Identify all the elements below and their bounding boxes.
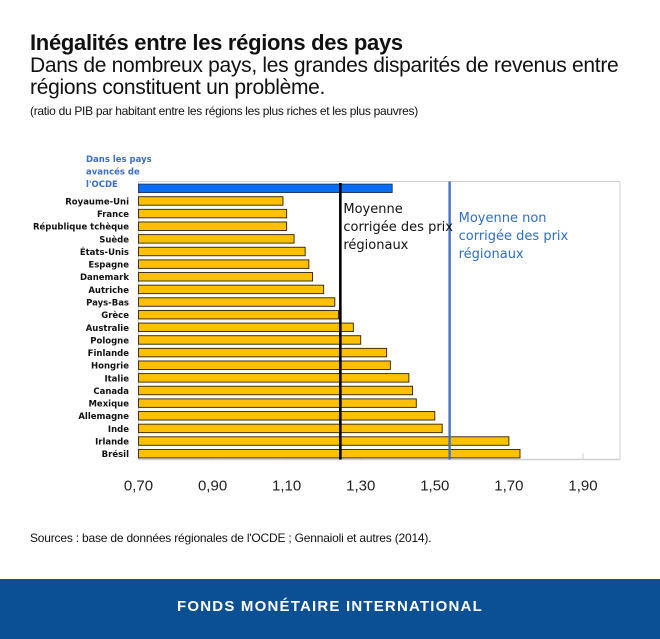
x-tick-label: 1,10	[272, 478, 301, 495]
category-label: Italie	[104, 374, 129, 384]
category-label: Autriche	[88, 286, 129, 296]
category-label: République tchèque	[33, 222, 129, 233]
oecd-label-line: l'OCDE	[86, 180, 118, 190]
chart-title: Inégalités entre les régions des pays	[30, 30, 403, 55]
source-note: Sources : base de données régionales de …	[30, 531, 432, 545]
category-label: Danemark	[80, 273, 129, 283]
category-label: Pologne	[90, 336, 129, 346]
bar-15	[138, 385, 414, 396]
bar-7	[138, 284, 325, 295]
x-tick-label: 1,30	[346, 478, 375, 495]
bar-11	[138, 335, 362, 345]
category-label: Canada	[93, 387, 129, 397]
category-label: Espagne	[88, 261, 129, 271]
bar-17	[138, 411, 436, 421]
category-label: Australie	[86, 324, 130, 334]
bar-10	[138, 322, 354, 333]
chart-note: (ratio du PIB par habitant entre les rég…	[30, 104, 418, 118]
bar-20	[138, 448, 521, 459]
bar-0	[138, 196, 284, 206]
category-label: France	[97, 210, 129, 220]
reference-label-uncorrected: corrigée des prix	[459, 229, 569, 244]
bar-2	[138, 221, 288, 231]
x-tick-label: 0,70	[124, 478, 153, 495]
reference-label-corrected: Moyenne	[343, 202, 402, 217]
category-label: Royaume-Uni	[65, 197, 129, 207]
bar-chart: 0,70 0,90 1,10 1,30 1,50 1,70 1,90 Dans les pay…	[33, 155, 621, 495]
reference-label-uncorrected: Moyenne non	[459, 211, 547, 226]
category-label: Irlande	[95, 437, 129, 447]
category-label: Mexique	[88, 400, 129, 410]
org-name: FONDS MONÉTAIRE INTERNATIONAL	[177, 598, 483, 615]
category-label: Suède	[99, 234, 129, 245]
x-tick-label: 1,70	[494, 478, 523, 495]
category-label: Finlande	[88, 349, 130, 359]
bar-4	[138, 246, 306, 257]
category-label: Grèce	[101, 310, 129, 321]
category-label: Hongrie	[91, 362, 129, 372]
x-tick-label: 0,90	[198, 478, 227, 495]
chart-subtitle: Dans de nombreux pays, les grandes dispa…	[30, 54, 619, 99]
reference-label-uncorrected: régionaux	[459, 247, 524, 262]
oecd-label-line: Dans les pays	[86, 155, 152, 165]
reference-label-corrected: régionaux	[343, 238, 408, 253]
category-label: Brésil	[102, 449, 129, 460]
reference-label-corrected: corrigée des prix	[343, 220, 453, 235]
bar-19	[138, 436, 510, 446]
bar-12	[138, 347, 388, 358]
bar-5	[138, 259, 310, 269]
footer-band: FONDS MONÉTAIRE INTERNATIONAL	[0, 579, 660, 639]
bar-3	[138, 234, 295, 244]
bar-18	[138, 423, 443, 434]
category-label: Pays-Bas	[86, 298, 129, 308]
category-label: États-Unis	[80, 246, 129, 258]
category-label: Inde	[108, 425, 129, 435]
bar-16	[138, 398, 417, 408]
bar-6	[138, 272, 314, 282]
oecd-label-line: avancés de	[86, 167, 140, 178]
x-tick-label: 1,50	[420, 478, 449, 495]
bar-1	[138, 208, 288, 219]
category-label: Allemagne	[78, 412, 129, 422]
bar-14	[138, 373, 410, 383]
bar-oecd	[138, 183, 393, 193]
bar-8	[138, 297, 336, 307]
bar-13	[138, 360, 391, 370]
bar-9	[138, 309, 339, 320]
x-tick-label: 1,90	[568, 478, 597, 495]
